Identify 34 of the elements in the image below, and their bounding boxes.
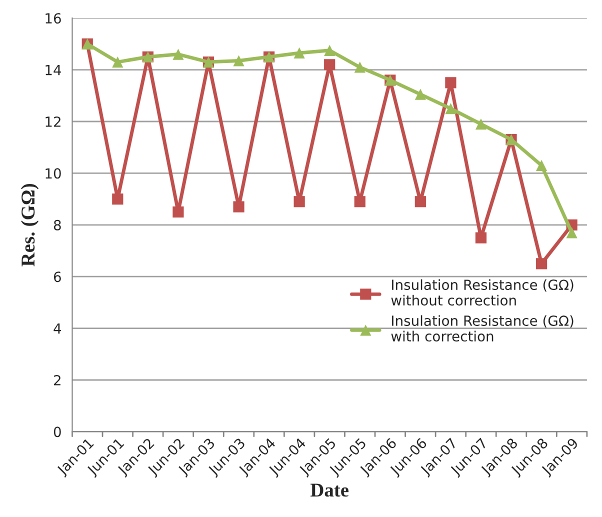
point	[294, 47, 305, 59]
y-tick-label: 14	[46, 64, 62, 76]
y-tick-label: 10	[46, 168, 61, 179]
point	[112, 193, 124, 205]
point	[566, 227, 578, 238]
point	[536, 258, 548, 270]
point	[536, 160, 548, 171]
y-tick-label: 0	[54, 426, 61, 438]
legend-label: Insulation Resistance (GΩ) with correction	[391, 315, 574, 342]
point	[354, 196, 366, 208]
point	[324, 44, 336, 56]
legend-label: Insulation Resistance (GΩ) without correction	[391, 279, 574, 306]
point	[324, 59, 336, 70]
y-tick-label: 4	[54, 323, 62, 334]
point	[445, 77, 456, 88]
y-tick-label: 8	[54, 220, 61, 230]
point	[414, 196, 426, 208]
y-tick-label: 2	[54, 374, 60, 386]
point	[233, 55, 244, 66]
point	[414, 88, 426, 100]
y-tick-label: 12	[46, 116, 60, 127]
point	[354, 62, 366, 73]
point	[475, 118, 487, 130]
point	[445, 103, 456, 114]
point	[172, 206, 184, 218]
point	[112, 56, 124, 68]
point	[294, 196, 305, 208]
x-axis-title: Date	[310, 484, 349, 497]
point	[233, 201, 244, 212]
y-axis-title: Res. (GΩ)	[20, 184, 39, 266]
y-tick-label: 6	[54, 272, 61, 282]
point	[475, 232, 487, 244]
point	[172, 48, 184, 60]
y-tick-label: 16	[46, 13, 61, 24]
